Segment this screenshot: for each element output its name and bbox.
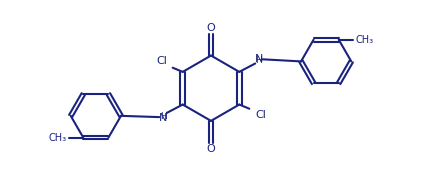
Text: Cl: Cl bbox=[255, 110, 266, 120]
Text: H: H bbox=[160, 112, 166, 121]
Text: O: O bbox=[207, 23, 215, 33]
Text: H: H bbox=[256, 56, 262, 65]
Text: CH₃: CH₃ bbox=[49, 133, 67, 143]
Text: N: N bbox=[255, 54, 264, 64]
Text: Cl: Cl bbox=[156, 56, 167, 66]
Text: N: N bbox=[158, 113, 167, 123]
Text: CH₃: CH₃ bbox=[355, 35, 373, 45]
Text: O: O bbox=[207, 143, 215, 153]
